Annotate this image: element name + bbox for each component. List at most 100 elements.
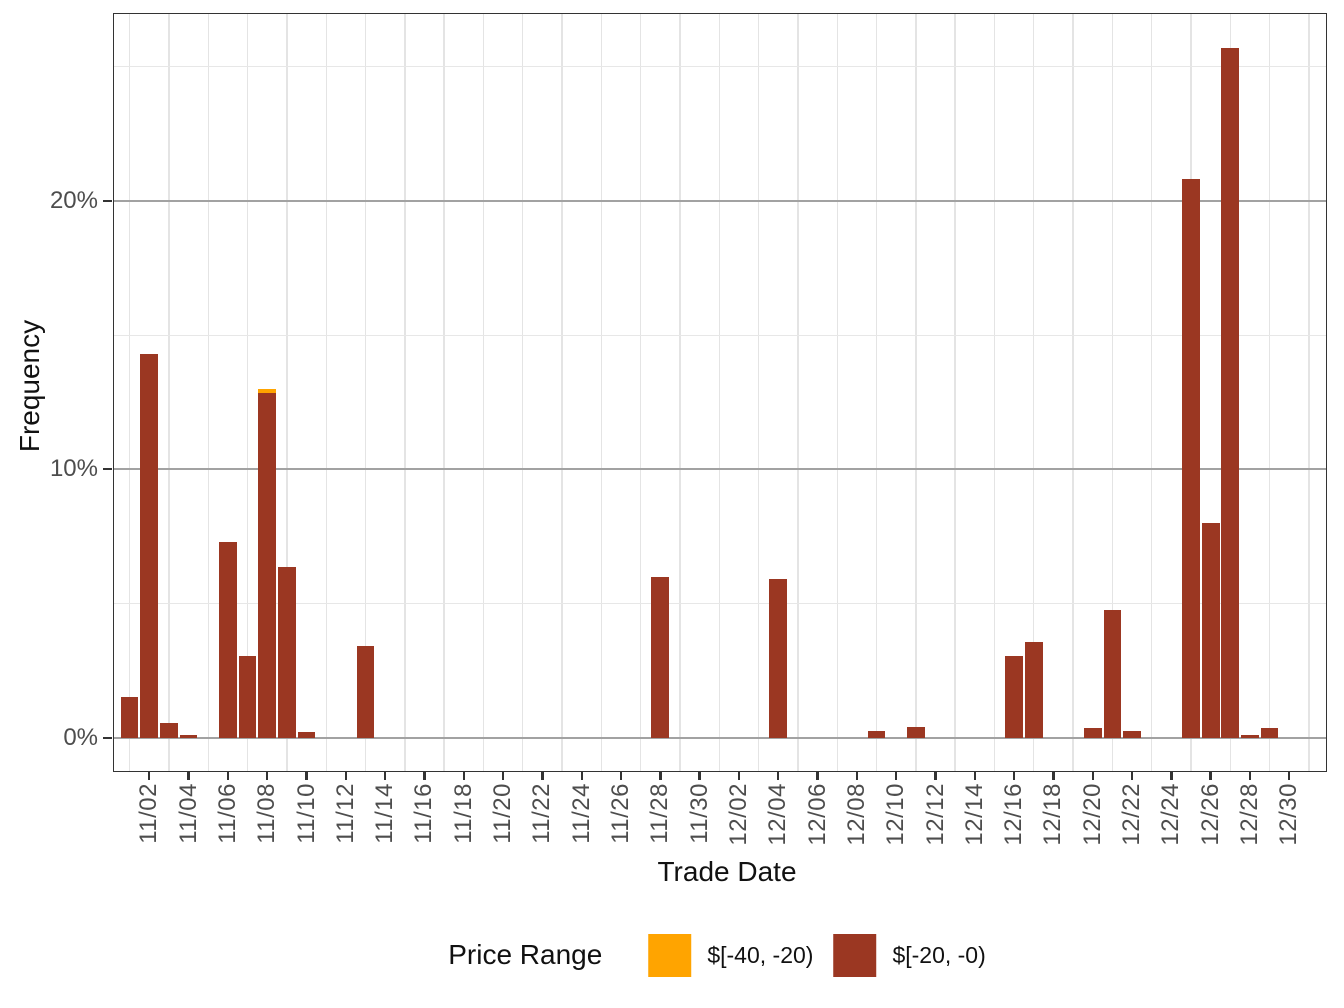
x-axis-tick [1170, 772, 1173, 780]
x-axis-tick-label: 11/14 [371, 783, 399, 844]
x-axis-tick [305, 772, 308, 780]
x-axis-tick [659, 772, 662, 780]
horizontal-minor-gridline [113, 334, 1327, 336]
horizontal-minor-gridline [113, 602, 1327, 605]
x-axis-tick-label: 11/28 [646, 783, 674, 844]
vertical-gridline [325, 13, 327, 772]
vertical-gridline [404, 13, 406, 772]
bar-segment-red [1221, 47, 1240, 738]
vertical-gridline [1111, 13, 1114, 772]
vertical-gridline [168, 13, 170, 772]
vertical-gridline [207, 13, 209, 772]
vertical-gridline [561, 13, 563, 772]
x-axis-tick-label: 12/24 [1157, 783, 1185, 846]
horizontal-minor-gridline [113, 66, 1327, 68]
x-axis-tick [737, 772, 741, 780]
x-axis-tick [383, 772, 387, 780]
bar-segment-orange [258, 388, 277, 393]
x-axis-tick [541, 772, 544, 780]
x-axis-tick [187, 772, 190, 780]
x-axis-tick-label: 11/08 [253, 783, 281, 844]
bar-segment-red [219, 541, 237, 738]
vertical-gridline [993, 13, 996, 772]
bar-segment-red [1083, 728, 1102, 738]
vertical-gridline [246, 13, 249, 772]
x-axis-tick-label: 11/10 [292, 783, 320, 844]
x-axis-tick-label: 11/24 [567, 783, 595, 844]
legend-title: Price Range [448, 939, 603, 970]
x-axis-tick [1248, 772, 1252, 780]
vertical-gridline [639, 13, 642, 772]
x-axis-tick-label: 11/02 [135, 783, 163, 844]
x-axis-tick-label: 11/20 [489, 783, 517, 844]
bar-segment-red [769, 579, 788, 738]
x-axis-tick-label: 11/30 [685, 783, 713, 844]
bar-segment-red [179, 735, 198, 738]
bar-segment-red [1103, 610, 1122, 738]
x-axis-tick [1012, 772, 1016, 780]
x-axis-tick-label: 12/10 [882, 783, 910, 846]
x-axis-tick-label: 12/26 [1196, 783, 1224, 846]
x-axis-tick-label: 12/02 [724, 783, 752, 846]
x-axis-tick-label: 12/20 [1078, 783, 1106, 846]
horizontal-major-gridline [113, 736, 1327, 739]
bar-segment-red [1005, 655, 1023, 738]
legend-label-red: $[-20, -0) [892, 941, 986, 968]
bar-segment-red [1123, 731, 1141, 738]
bar-segment-red [278, 567, 296, 738]
vertical-gridline [757, 13, 760, 772]
vertical-gridline [1033, 13, 1035, 772]
vertical-gridline [836, 13, 838, 772]
y-axis-tick [103, 468, 112, 471]
x-axis-tick-label: 12/08 [842, 783, 870, 846]
y-axis-tick-label: 20% [49, 186, 98, 214]
x-axis-tick-label: 11/18 [449, 783, 477, 844]
x-axis-tick-label: 12/30 [1275, 783, 1303, 846]
x-axis-tick-label: 12/16 [1000, 783, 1028, 846]
bar-segment-red [297, 732, 316, 738]
x-axis-tick [344, 772, 348, 780]
x-axis-tick-label: 11/06 [213, 783, 241, 844]
bar-segment-red [1201, 522, 1220, 738]
x-axis-title: Trade Date [657, 856, 797, 887]
bar-segment-red [356, 646, 375, 738]
x-axis-tick [816, 772, 819, 780]
x-axis-tick-label: 12/14 [960, 783, 988, 846]
x-axis-tick [462, 772, 465, 780]
vertical-gridline [718, 13, 720, 772]
x-axis-tick [580, 772, 583, 780]
y-axis-tick [103, 736, 112, 739]
legend-item-orange: $[-40, -20) [648, 933, 814, 977]
bar-segment-red [1024, 642, 1043, 738]
bar-segment-red [1260, 728, 1279, 738]
x-axis-tick-label: 12/12 [921, 783, 949, 846]
x-axis-tick [1288, 772, 1291, 780]
x-axis-tick [855, 772, 859, 780]
x-axis-tick-label: 12/28 [1235, 783, 1263, 846]
plot-panel [113, 13, 1327, 772]
legend-label-orange: $[-40, -20) [707, 941, 814, 968]
x-axis-tick-label: 11/22 [528, 783, 556, 844]
x-axis-tick [266, 772, 269, 780]
x-axis-tick [1209, 772, 1212, 780]
vertical-gridline [875, 13, 878, 772]
x-axis-tick [501, 772, 505, 780]
x-axis-tick [226, 772, 230, 780]
y-axis-tick-label: 10% [49, 455, 98, 483]
y-axis-title: Frequency [14, 319, 45, 453]
x-axis-tick-label: 11/16 [410, 783, 438, 844]
x-axis-tick-label: 11/04 [174, 783, 202, 844]
legend-swatch-orange-icon [648, 933, 692, 977]
vertical-gridline [522, 13, 524, 772]
vertical-gridline [1308, 13, 1310, 772]
bar-segment-red [120, 697, 139, 738]
x-axis-tick [148, 772, 151, 780]
vertical-gridline [915, 13, 917, 772]
bar-segment-red [867, 731, 886, 738]
bar-segment-red [651, 576, 670, 738]
bar-segment-red [238, 655, 257, 738]
x-axis-tick-label: 12/06 [803, 783, 831, 846]
x-axis-tick-label: 11/12 [331, 783, 359, 844]
x-axis-tick [934, 772, 937, 780]
